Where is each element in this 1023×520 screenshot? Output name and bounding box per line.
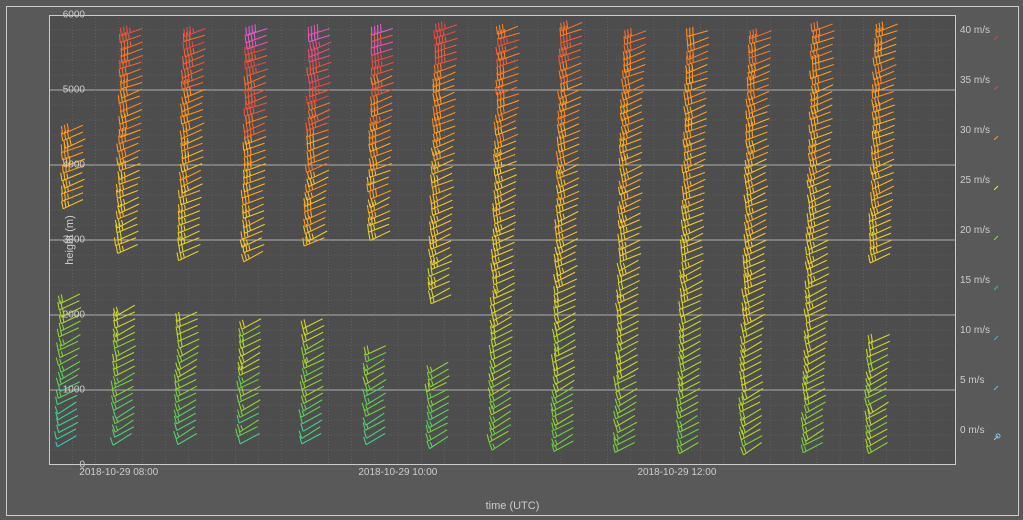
x-tick: 2018-10-29 10:00 <box>358 467 437 478</box>
legend-barb-icon <box>994 120 1014 140</box>
legend-item: 10 m/s <box>960 315 1014 345</box>
legend-barb-icon <box>994 220 1014 240</box>
legend-item: 40 m/s <box>960 15 1014 45</box>
legend-item: 0 m/s <box>960 415 1014 445</box>
x-tick: 2018-10-29 08:00 <box>79 467 158 478</box>
y-tick: 5000 <box>51 85 85 96</box>
legend-label: 10 m/s <box>960 325 990 336</box>
legend-item: 20 m/s <box>960 215 1014 245</box>
legend-label: 20 m/s <box>960 225 990 236</box>
legend-item: 15 m/s <box>960 265 1014 295</box>
speed-legend: 40 m/s 35 m/s 30 m/s 25 m/s 20 m/s 15 m/s 10 m… <box>960 15 1014 465</box>
y-tick: 4000 <box>51 160 85 171</box>
x-tick: 2018-10-29 12:00 <box>637 467 716 478</box>
legend-label: 25 m/s <box>960 175 990 186</box>
legend-barb-icon <box>994 20 1014 40</box>
x-axis-label: time (UTC) <box>486 500 540 512</box>
legend-label: 15 m/s <box>960 275 990 286</box>
legend-item: 35 m/s <box>960 65 1014 95</box>
legend-barb-icon <box>994 270 1014 290</box>
chart-inner: height (m) 01000200030004000500060002018… <box>6 6 1019 516</box>
legend-label: 5 m/s <box>960 375 990 386</box>
legend-item: 5 m/s <box>960 365 1014 395</box>
legend-barb-icon <box>994 320 1014 340</box>
legend-barb-icon <box>994 170 1014 190</box>
plot-svg <box>49 15 956 465</box>
legend-label: 40 m/s <box>960 25 990 36</box>
chart-frame: height (m) 01000200030004000500060002018… <box>0 0 1023 520</box>
legend-item: 25 m/s <box>960 165 1014 195</box>
legend-label: 30 m/s <box>960 125 990 136</box>
legend-label: 35 m/s <box>960 75 990 86</box>
legend-barb-icon <box>994 370 1014 390</box>
wind-profile-plot: height (m) 01000200030004000500060002018… <box>49 15 956 465</box>
legend-label: 0 m/s <box>960 425 990 436</box>
y-tick: 6000 <box>51 10 85 21</box>
y-tick: 3000 <box>51 235 85 246</box>
y-tick: 2000 <box>51 310 85 321</box>
legend-barb-icon <box>994 70 1014 90</box>
legend-item: 30 m/s <box>960 115 1014 145</box>
y-tick: 1000 <box>51 385 85 396</box>
legend-barb-icon <box>994 420 1014 440</box>
